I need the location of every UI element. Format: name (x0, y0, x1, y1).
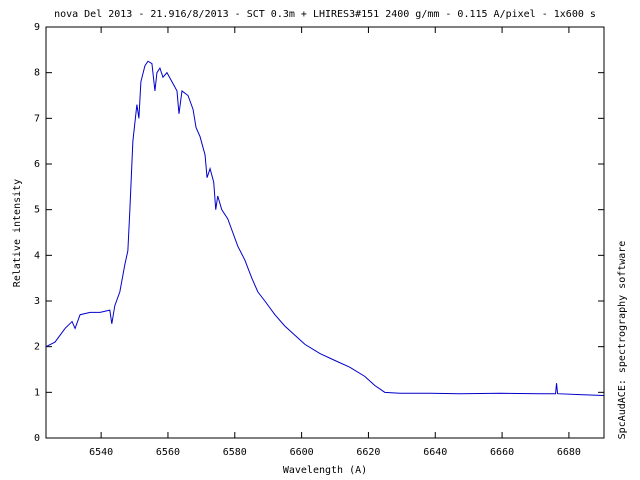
x-tick-label: 6660 (490, 447, 514, 458)
y-tick-label: 9 (34, 22, 40, 33)
y-tick-label: 0 (34, 433, 40, 444)
y-tick-label: 8 (34, 68, 40, 79)
x-tick-label: 6560 (156, 447, 180, 458)
plot-frame (45, 26, 605, 439)
y-tick-label: 4 (34, 250, 40, 261)
y-axis-label: Relative intensity (12, 179, 23, 287)
spectrum-line (45, 60, 604, 397)
x-axis-label: Wavelength (A) (283, 465, 367, 476)
y-tick-label: 1 (34, 387, 40, 398)
y-tick-label: 6 (34, 159, 40, 170)
y-tick-label: 5 (34, 205, 40, 216)
y-tick-label: 3 (34, 296, 40, 307)
x-tick-label: 6600 (290, 447, 314, 458)
y-tick-label: 7 (34, 113, 40, 124)
x-tick-label: 6580 (223, 447, 247, 458)
chart-title: nova Del 2013 - 21.916/8/2013 - SCT 0.3m… (54, 9, 596, 20)
x-tick-label: 6620 (356, 447, 380, 458)
x-tick-label: 6640 (423, 447, 447, 458)
side-annotation: SpcAudACE: spectrography software (617, 241, 628, 440)
x-tick-label: 6680 (557, 447, 581, 458)
x-tick-label: 6540 (89, 447, 113, 458)
y-tick-label: 2 (34, 342, 40, 353)
